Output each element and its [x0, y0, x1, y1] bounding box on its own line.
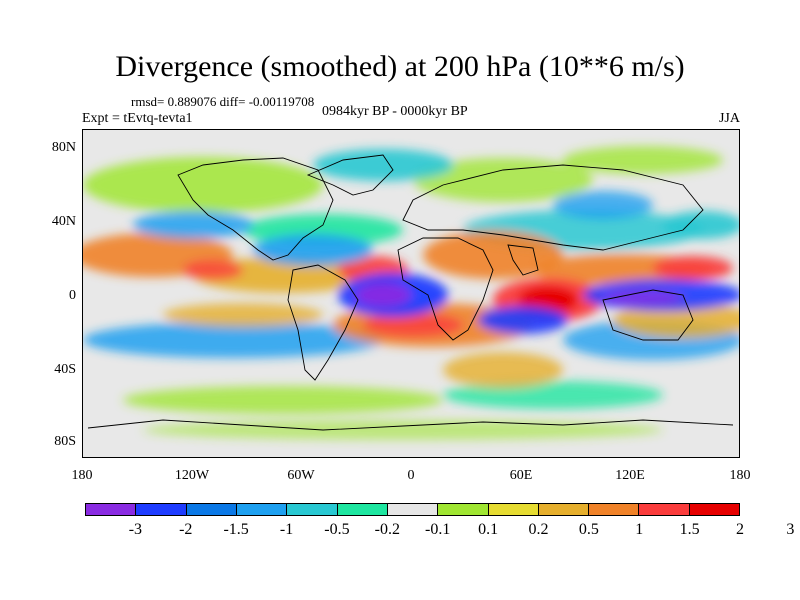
colorbar-tick-label: -0.5 [324, 521, 350, 538]
lat-label-80n: 80N [51, 140, 76, 155]
map-svg [83, 130, 739, 457]
rmsd-diff-text: rmsd= 0.889076 diff= -0.00119708 [131, 94, 315, 109]
lat-label-eq: 0 [69, 288, 76, 303]
lat-label-40s: 40S [54, 362, 76, 377]
lon-label-0: 0 [407, 468, 415, 483]
colorbar-tick-label: -0.2 [374, 521, 400, 538]
colorbar-tick-label: -1.5 [223, 521, 249, 538]
season-label: JJA [718, 111, 740, 126]
lon-label-120w: 120W [174, 468, 210, 483]
colorbar-swatch [186, 504, 237, 515]
lon-label-180e: 180 [729, 468, 751, 483]
colorbar-tick-label: 0.1 [478, 521, 499, 538]
colorbar-tick-label: -1 [279, 521, 294, 538]
colorbar-swatch [639, 504, 690, 515]
colorbar-tick-label: 1 [635, 521, 644, 538]
plot-title: Divergence (smoothed) at 200 hPa (10**6 … [115, 50, 685, 83]
colorbar [85, 503, 740, 516]
lon-label-60e: 60E [509, 468, 533, 483]
coastlines [87, 154, 734, 431]
colorbar-swatch [438, 504, 489, 515]
period-label: 0984kyr BP - 0000kyr BP [322, 104, 468, 119]
colorbar-swatch [538, 504, 590, 515]
colorbar-tick-label: 2 [736, 521, 744, 538]
colorbar-tick-label: 1.5 [679, 521, 700, 538]
colorbar-swatch [136, 504, 187, 515]
lon-label-120e: 120E [615, 468, 645, 483]
divergence-map [82, 129, 740, 458]
colorbar-swatch [86, 504, 137, 515]
colorbar-tick-label: -0.1 [425, 521, 451, 538]
colorbar-tick-label: 3 [786, 521, 795, 538]
lat-label-40n: 40N [51, 214, 76, 229]
colorbar-tick-label: 0.5 [578, 521, 599, 538]
experiment-label: Expt = tEvtq-tevta1 [82, 111, 193, 126]
colorbar-swatch [387, 504, 439, 515]
colorbar-swatch [689, 504, 740, 515]
lat-label-80s: 80S [54, 434, 76, 449]
lon-label-180w: 180 [71, 468, 93, 483]
colorbar-tick-label: -3 [128, 521, 143, 538]
colorbar-swatch [236, 504, 288, 515]
colorbar-swatch [287, 504, 338, 515]
colorbar-tick-label: -2 [179, 521, 193, 538]
colorbar-swatch [589, 504, 640, 515]
lon-label-60w: 60W [287, 468, 315, 483]
colorbar-swatch [337, 504, 388, 515]
colorbar-swatch [488, 504, 539, 515]
colorbar-tick-label: 0.2 [528, 521, 549, 538]
